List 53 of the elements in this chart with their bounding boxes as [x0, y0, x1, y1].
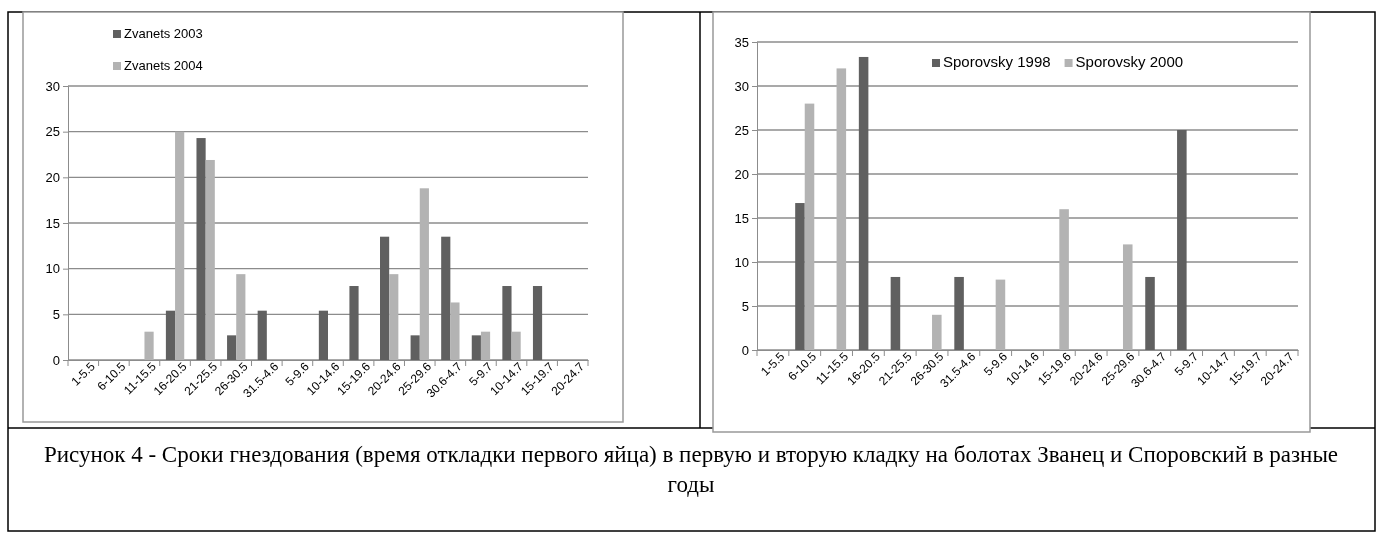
y-tick-label: 20 [45, 169, 60, 185]
bar [410, 335, 420, 360]
y-tick-label: 30 [734, 78, 749, 94]
bar [165, 310, 176, 360]
y-tick-label: 30 [45, 78, 60, 94]
y-tick-label: 35 [734, 34, 749, 50]
bar [1059, 209, 1069, 350]
text: Рисунок 4 - Сроки гнездования (время откладки первого яйца) в первую и вторую кладку на болотах Званец и Споровский в разные годы [43, 442, 1339, 497]
bar [954, 276, 964, 350]
y-tick-label: 5 [52, 306, 60, 322]
bar [502, 286, 512, 360]
bar [932, 314, 942, 350]
bar [795, 203, 805, 350]
bar [1177, 130, 1187, 350]
bar [144, 331, 154, 360]
legend-label: Sporovsky 2000 [1075, 53, 1184, 70]
bar [318, 310, 328, 360]
bar [389, 274, 399, 360]
bar [1122, 244, 1133, 350]
y-tick-label: 0 [741, 342, 749, 358]
legend-label: Zvanets 2003 [124, 26, 203, 41]
bar [380, 236, 390, 360]
legend-label: Zvanets 2004 [124, 58, 203, 73]
bar [471, 335, 481, 360]
y-tick-label: 0 [52, 352, 60, 368]
y-tick-label: 5 [741, 298, 749, 314]
bar [836, 68, 847, 350]
y-tick-label: 25 [45, 124, 60, 140]
bar [441, 236, 451, 360]
bar [858, 56, 869, 350]
bar [1145, 276, 1155, 350]
y-tick-label: 15 [45, 215, 60, 231]
bar [236, 274, 246, 360]
y-tick-label: 20 [734, 166, 749, 182]
bar [890, 276, 901, 350]
y-tick-label: 25 [734, 122, 749, 138]
bar [196, 138, 206, 360]
bar [532, 286, 543, 360]
bar [480, 331, 491, 360]
bar [511, 331, 521, 360]
legend-label: Sporovsky 1998 [943, 53, 1051, 70]
bar [227, 335, 237, 360]
bar [450, 302, 460, 360]
bar [175, 131, 185, 360]
bar [419, 188, 429, 360]
y-tick-label: 10 [45, 261, 60, 277]
bar [349, 286, 359, 360]
y-tick-label: 15 [734, 210, 749, 226]
bar [995, 279, 1006, 350]
bar [257, 310, 267, 360]
bar [205, 159, 215, 360]
bar [804, 103, 815, 350]
y-tick-label: 10 [734, 254, 749, 270]
